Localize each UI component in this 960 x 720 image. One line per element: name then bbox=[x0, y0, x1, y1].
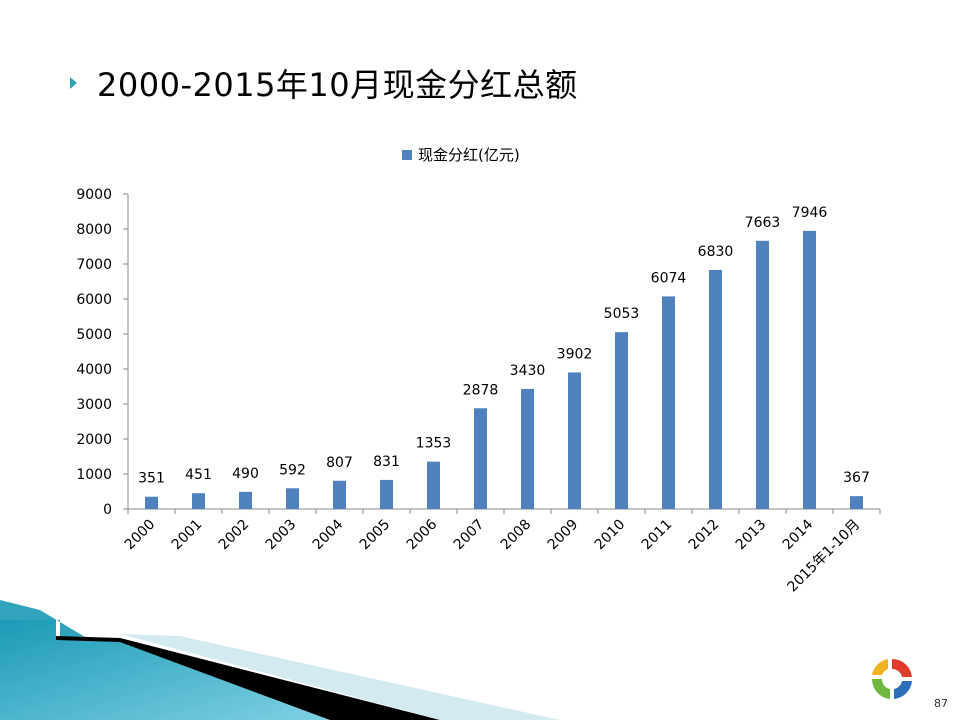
x-tick-label: 2012 bbox=[686, 517, 723, 554]
bar bbox=[662, 296, 675, 509]
bar bbox=[286, 488, 299, 509]
x-tick-label: 2005 bbox=[357, 517, 394, 554]
bar bbox=[568, 372, 581, 509]
y-tick-label: 2000 bbox=[76, 432, 112, 448]
y-tick-label: 6000 bbox=[76, 292, 112, 308]
y-tick-label: 1000 bbox=[76, 467, 112, 483]
logo-icon bbox=[871, 658, 912, 699]
decorative-swoosh bbox=[0, 600, 560, 720]
bullet-arrow-icon bbox=[70, 77, 77, 89]
bar bbox=[333, 480, 346, 509]
x-tick-label: 2011 bbox=[639, 517, 676, 554]
data-label: 2878 bbox=[463, 382, 499, 398]
data-label: 367 bbox=[843, 470, 870, 486]
bar bbox=[474, 408, 487, 509]
data-label: 831 bbox=[373, 454, 400, 470]
page-title: 2000-2015年10月现金分红总额 bbox=[97, 66, 578, 104]
y-tick-label: 0 bbox=[103, 502, 112, 518]
y-tick-label: 9000 bbox=[76, 187, 112, 203]
legend-label: 现金分红(亿元) bbox=[418, 146, 520, 164]
y-tick-label: 7000 bbox=[76, 257, 112, 273]
y-tick-label: 4000 bbox=[76, 362, 112, 378]
y-tick-label: 3000 bbox=[76, 397, 112, 413]
legend-swatch bbox=[402, 150, 412, 160]
x-tick-label: 2013 bbox=[733, 517, 770, 554]
bar bbox=[756, 240, 769, 510]
bar bbox=[709, 269, 722, 509]
bar bbox=[521, 388, 534, 509]
bar bbox=[239, 491, 252, 509]
data-label: 7663 bbox=[745, 215, 781, 231]
bar bbox=[803, 230, 816, 509]
y-tick-label: 5000 bbox=[76, 327, 112, 343]
data-label: 1353 bbox=[416, 436, 452, 452]
bar bbox=[615, 332, 628, 509]
x-tick-label: 2007 bbox=[451, 517, 488, 554]
page-number: 87 bbox=[934, 697, 948, 710]
data-label: 6830 bbox=[698, 244, 734, 260]
bar bbox=[427, 461, 440, 509]
data-label: 807 bbox=[326, 455, 353, 471]
y-tick-label: 8000 bbox=[76, 222, 112, 238]
x-tick-label: 2002 bbox=[216, 517, 253, 554]
x-tick-label: 2014 bbox=[780, 516, 817, 553]
data-label: 6074 bbox=[651, 270, 687, 286]
x-tick-label: 2009 bbox=[545, 517, 582, 554]
x-tick-label: 2004 bbox=[310, 516, 347, 553]
data-label: 3902 bbox=[557, 346, 593, 362]
bar bbox=[380, 479, 393, 509]
data-label: 7946 bbox=[792, 205, 828, 221]
x-tick-label: 2010 bbox=[592, 517, 629, 554]
data-label: 490 bbox=[232, 466, 259, 482]
data-label: 451 bbox=[185, 467, 212, 483]
x-tick-label: 2001 bbox=[169, 517, 206, 554]
data-label: 5053 bbox=[604, 306, 640, 322]
bar bbox=[192, 493, 205, 509]
x-tick-label: 2008 bbox=[498, 517, 535, 554]
data-label: 592 bbox=[279, 462, 306, 478]
bar bbox=[850, 496, 863, 509]
x-tick-label: 2006 bbox=[404, 516, 441, 553]
bar bbox=[145, 496, 158, 509]
x-tick-label: 2003 bbox=[263, 517, 300, 554]
data-label: 3430 bbox=[510, 363, 546, 379]
data-label: 351 bbox=[138, 471, 165, 487]
title-row: 2000-2015年10月现金分红总额 bbox=[70, 60, 578, 106]
x-tick-label: 2000 bbox=[122, 517, 159, 554]
